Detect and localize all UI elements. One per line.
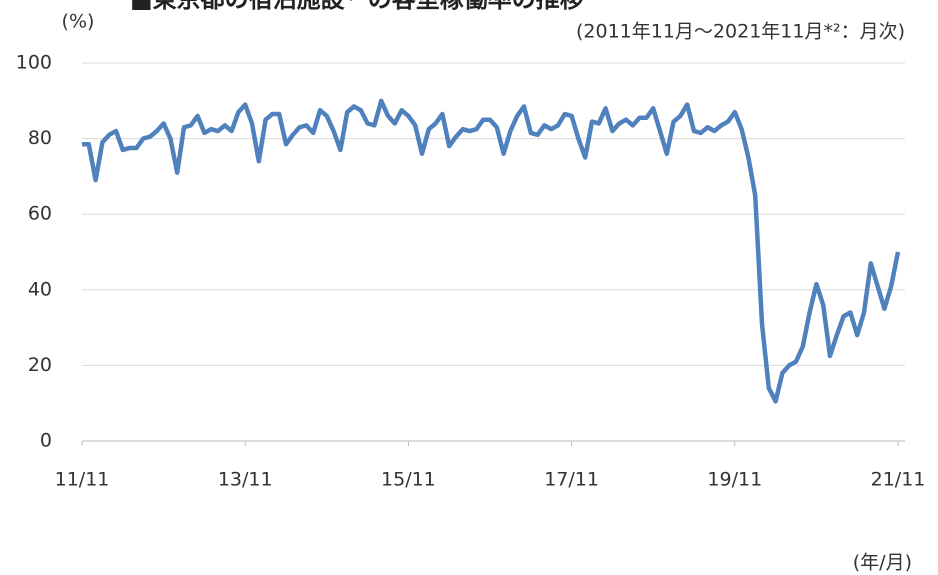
y-tick-label: 60 [28, 203, 52, 225]
y-tick-label: 0 [40, 430, 52, 452]
y-tick-label: 40 [28, 278, 52, 300]
y-tick-label: 20 [28, 354, 52, 376]
x-tick-label: 19/11 [707, 469, 762, 491]
x-tick-label: 17/11 [544, 469, 599, 491]
y-axis-label: (%) [62, 11, 95, 33]
x-axis-label: (年/月) [853, 552, 912, 574]
x-tick-label: 11/11 [55, 469, 110, 491]
x-tick-label: 13/11 [218, 469, 273, 491]
data-line [82, 98, 901, 404]
chart-subtitle: (2011年11月～2021年11月*²：月次) [576, 21, 905, 43]
x-tick-label: 15/11 [381, 469, 436, 491]
y-tick-label: 100 [16, 52, 52, 74]
y-tick-label: 80 [28, 127, 52, 149]
x-tick-label: 21/11 [871, 469, 926, 491]
chart-title: ■東京都の宿泊施設*¹の客室稼働率の推移 [130, 0, 584, 13]
